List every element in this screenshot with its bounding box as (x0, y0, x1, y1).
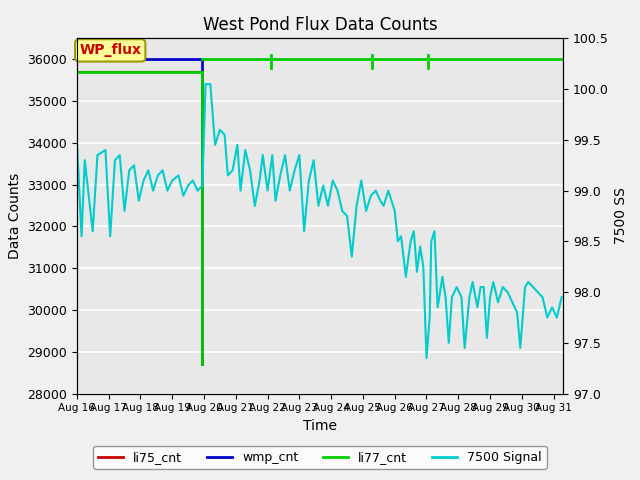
Text: WP_flux: WP_flux (79, 43, 141, 58)
X-axis label: Time: Time (303, 419, 337, 433)
Y-axis label: Data Counts: Data Counts (8, 173, 22, 259)
Legend: li75_cnt, wmp_cnt, li77_cnt, 7500 Signal: li75_cnt, wmp_cnt, li77_cnt, 7500 Signal (93, 446, 547, 469)
Title: West Pond Flux Data Counts: West Pond Flux Data Counts (203, 16, 437, 34)
Y-axis label: 7500 SS: 7500 SS (614, 188, 628, 244)
